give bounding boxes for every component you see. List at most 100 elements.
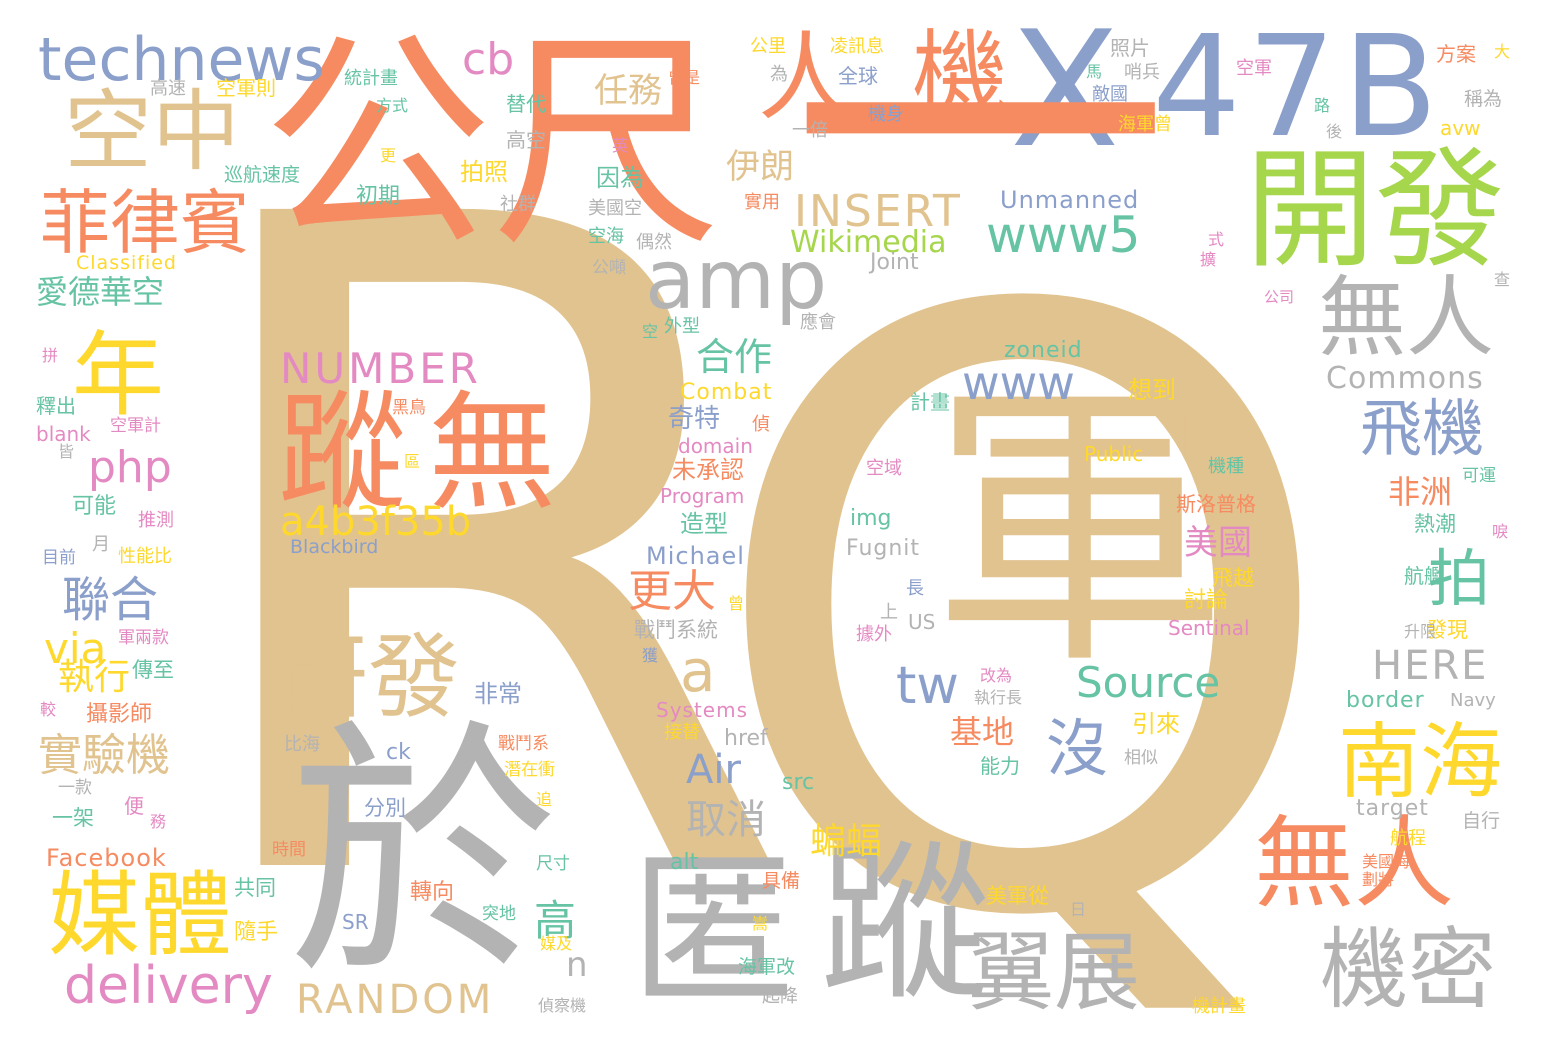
word-s-16: 共同 <box>234 876 276 900</box>
word-s-11: 非常 <box>474 680 522 708</box>
word-zoneid: zoneid <box>1004 338 1083 363</box>
word-s-107: 追 <box>536 790 553 809</box>
word-s-112: 劃將 <box>1362 870 1395 889</box>
word-gongchi: 公尺 <box>262 11 723 278</box>
word-nian: 年 <box>72 322 165 429</box>
word-fugnit: Fugnit <box>846 536 921 561</box>
word-s-37: 替代 <box>506 92 546 116</box>
word-amp: amp <box>645 233 828 328</box>
word-s-93: 偵 <box>752 414 770 435</box>
word-s-27: 討論 <box>1184 588 1229 613</box>
word-technews: technews <box>38 25 325 95</box>
word-s-80: 執行長 <box>974 688 1023 707</box>
word-s-17: 隨手 <box>234 920 279 945</box>
word-hezuo: 合作 <box>696 335 773 379</box>
word-s-49: 公里 <box>750 36 786 57</box>
word-s-36: 機計畫 <box>1192 996 1246 1017</box>
word-random: RANDOM <box>296 977 495 1023</box>
word-s-92: 曾 <box>728 594 745 613</box>
word-joint: Joint <box>870 250 919 275</box>
word-a: a <box>680 637 716 705</box>
word-number: NUMBER <box>280 344 481 393</box>
word-yizhan: 翼展 <box>968 923 1140 1023</box>
word-s-12: 可能 <box>72 494 117 519</box>
word-s-7: 奇特 <box>668 404 721 434</box>
word-s-51: 曾是 <box>668 68 701 87</box>
word-yilang: 伊朗 <box>726 147 794 187</box>
word-yanfa: 研發 <box>276 624 461 731</box>
word-s-68: 性能比 <box>118 546 172 567</box>
word-s-109: 嵩 <box>752 914 769 933</box>
word-s-1: 空軍則 <box>216 76 276 100</box>
word-alt: alt <box>670 850 699 875</box>
word-s-77: 接替 <box>664 722 700 743</box>
word-s-33: 升限 <box>1404 622 1437 641</box>
word-combat: Combat <box>680 380 773 405</box>
word-s-34: 自行 <box>1462 810 1501 832</box>
word-s-57: 外型 <box>664 316 700 337</box>
word-s-42: 稱為 <box>1464 88 1503 110</box>
word-s-45: 一倍 <box>792 120 828 141</box>
word-navy: Navy <box>1450 690 1496 711</box>
word-s-105: 較 <box>40 700 57 719</box>
word-s-62: 空域 <box>866 458 902 479</box>
word-s-83: 偵察機 <box>538 996 587 1015</box>
word-border: border <box>1346 688 1425 713</box>
word-s-69: 月 <box>92 534 110 555</box>
word-delivery: delivery <box>64 956 273 1016</box>
word-pai: 拍 <box>1428 542 1491 615</box>
word-bianfu: 蝙蝠 <box>810 821 883 862</box>
word-s-110: 獲 <box>642 646 659 665</box>
word-s-55: 空海 <box>588 226 624 247</box>
word-s-61: 計畫 <box>910 390 950 414</box>
word-s-32: 發現 <box>1426 618 1468 642</box>
word-s-47: 統計畫 <box>344 68 398 89</box>
word-blank: blank <box>36 422 91 446</box>
word-ji: 機 <box>912 20 1008 132</box>
word-zong-orange: 蹤 <box>278 379 407 528</box>
word-s-115: 路 <box>1314 96 1331 115</box>
word-href: href <box>724 726 768 751</box>
word-jun: 軍 <box>930 355 1230 704</box>
word-s-29: 斯洛普格 <box>1176 492 1256 516</box>
word-s-86: 公司 <box>1264 288 1295 306</box>
word-s-97: 式 <box>1208 230 1225 249</box>
word-s-22: 起降 <box>762 986 798 1007</box>
word-img: img <box>850 506 892 531</box>
word-meiguo: 美國 <box>1184 523 1252 563</box>
word-feilvbin: 菲律賓 <box>40 182 250 264</box>
word-s-103: 拼 <box>42 346 59 365</box>
word-michael: Michael <box>646 542 745 570</box>
word-via: via <box>44 624 107 673</box>
word-s-95: 英 <box>612 136 629 155</box>
word-s-8: 未承認 <box>672 456 744 484</box>
word-kaifa: 開發 <box>1245 134 1506 286</box>
word-source: Source <box>1076 658 1221 707</box>
word-yu: 於 <box>288 697 558 1012</box>
word-insert: INSERT <box>794 186 962 237</box>
word-gengda: 更大 <box>628 566 716 617</box>
word-s-67: 目前 <box>42 548 76 568</box>
word-s-39: 社群 <box>500 194 536 215</box>
word-jidi: 基地 <box>950 713 1015 751</box>
word-s-56: 公噸 <box>592 258 626 278</box>
word-s-72: 一款 <box>58 778 92 798</box>
word-s-40: 實用 <box>744 192 780 213</box>
word-wuren-gray: 無人 <box>1318 266 1495 369</box>
word-s-54: 偶然 <box>636 232 672 253</box>
word-gao: 高 <box>534 896 577 945</box>
word-s-60: 黑鳥 <box>392 398 426 418</box>
word-commons: Commons <box>1326 361 1484 396</box>
word-s-81: 改為 <box>980 666 1013 685</box>
word-s-52: 凌訊息 <box>830 36 884 57</box>
word-s-66: 推測 <box>138 510 174 531</box>
word-www: www <box>962 356 1075 410</box>
word-unmanned: Unmanned <box>1000 186 1140 214</box>
word-feiji: 飛機 <box>1360 392 1485 465</box>
word-s-44: 機身 <box>868 104 904 125</box>
word-s-88: 敵國 <box>1092 84 1128 105</box>
word-nanhai: 南海 <box>1338 715 1503 810</box>
word-target: target <box>1356 796 1429 821</box>
word-s-26: 想到 <box>1128 376 1176 404</box>
word-ren: 人 <box>758 22 854 134</box>
